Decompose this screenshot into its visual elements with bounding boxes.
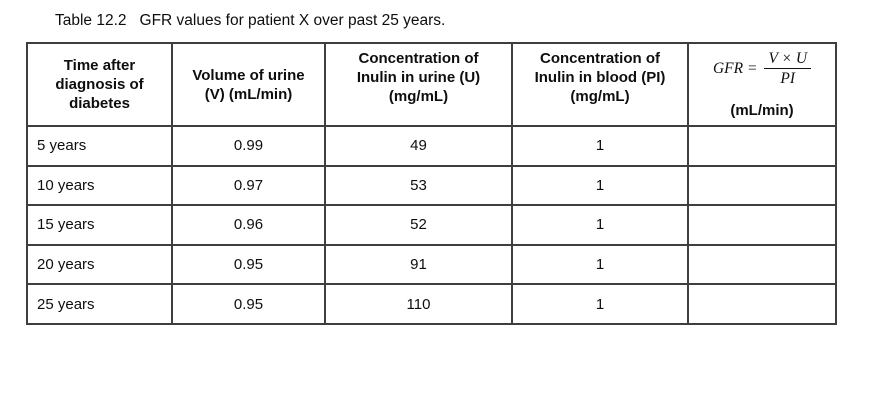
gfr-equation-denominator: PI — [780, 70, 796, 87]
cell-gfr-empty — [687, 243, 837, 286]
cell-inulin-blood: 1 — [511, 243, 689, 286]
gfr-equation-fraction: V × U PI — [764, 50, 812, 87]
header-gfr-formula: GFR = V × U PI (mL/min) — [687, 42, 837, 127]
table-row: 20 years 0.95 91 1 — [26, 243, 837, 286]
header-time-after-diagnosis: Time after diagnosis of diabetes — [26, 42, 173, 127]
cell-inulin-blood: 1 — [511, 204, 689, 246]
table-caption-text: GFR values for patient X over past 25 ye… — [139, 12, 446, 29]
header-line: Time after — [63, 57, 136, 74]
cell-inulin-urine: 52 — [324, 204, 513, 246]
gfr-unit-label: (mL/min) — [730, 102, 794, 119]
cell-urine-volume: 0.96 — [171, 204, 326, 246]
header-line: diagnosis of — [55, 76, 144, 93]
cell-gfr-empty — [687, 164, 837, 207]
cell-time: 25 years — [26, 283, 173, 325]
cell-time: 5 years — [26, 125, 173, 167]
table-caption: Table 12.2 GFR values for patient X over … — [55, 12, 445, 30]
cell-time: 15 years — [26, 204, 173, 246]
table-row: 25 years 0.95 110 1 — [26, 283, 837, 325]
cell-urine-volume: 0.99 — [171, 125, 326, 167]
header-row: Time after diagnosis of diabetes Volume … — [26, 42, 837, 127]
gfr-equation-numerator: V × U — [764, 50, 812, 69]
table-number: Table 12.2 — [55, 12, 127, 29]
header-line: diabetes — [69, 95, 130, 112]
header-line: Inulin in blood (PI) — [534, 69, 666, 86]
header-line: (V) (mL/min) — [204, 85, 293, 103]
cell-inulin-urine: 53 — [324, 164, 513, 207]
cell-urine-volume: 0.95 — [171, 243, 326, 286]
header-urine-volume: Volume of urine (V) (mL/min) — [171, 42, 326, 127]
table-row: 10 years 0.97 53 1 — [26, 164, 837, 207]
cell-time: 10 years — [26, 164, 173, 207]
cell-inulin-urine: 91 — [324, 243, 513, 286]
header-line: Volume of urine — [192, 66, 305, 84]
table-row: 15 years 0.96 52 1 — [26, 204, 837, 246]
header-inulin-urine-concentration: Concentration of Inulin in urine (U) (mg… — [324, 42, 513, 127]
cell-time: 20 years — [26, 243, 173, 286]
gfr-data-table: Time after diagnosis of diabetes Volume … — [26, 42, 837, 325]
cell-gfr-empty — [687, 125, 837, 167]
cell-urine-volume: 0.95 — [171, 283, 326, 325]
cell-inulin-urine: 110 — [324, 283, 513, 325]
cell-gfr-empty — [687, 283, 837, 325]
header-inulin-blood-concentration: Concentration of Inulin in blood (PI) (m… — [511, 42, 689, 127]
header-line: (mg/mL) — [388, 88, 449, 105]
cell-inulin-urine: 49 — [324, 125, 513, 167]
cell-inulin-blood: 1 — [511, 164, 689, 207]
header-line: Concentration of — [358, 50, 479, 67]
cell-inulin-blood: 1 — [511, 283, 689, 325]
gfr-equation-lhs: GFR = — [712, 60, 758, 77]
gfr-equation: GFR = V × U PI — [691, 50, 833, 87]
cell-gfr-empty — [687, 204, 837, 246]
header-line: Inulin in urine (U) — [356, 69, 481, 86]
table-row: 5 years 0.99 49 1 — [26, 125, 837, 167]
cell-urine-volume: 0.97 — [171, 164, 326, 207]
header-line: Concentration of — [540, 50, 660, 67]
cell-inulin-blood: 1 — [511, 125, 689, 167]
header-line: (mg/mL) — [570, 88, 630, 105]
